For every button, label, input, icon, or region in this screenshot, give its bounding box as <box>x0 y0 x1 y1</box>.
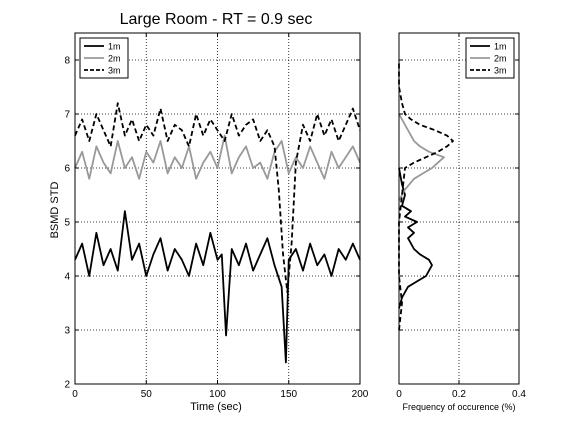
main-series-line-2m <box>74 134 361 180</box>
main-series-line-3m <box>74 102 361 294</box>
main-legend-label-3m: 3m <box>108 66 121 76</box>
main-x-tick-label-0: 0 <box>72 389 78 400</box>
side-series-line-1m <box>398 167 433 309</box>
side-x-axis-label: Frequency of occurence (%) <box>402 402 515 412</box>
side-x-tick-label-1: 0.2 <box>452 389 466 400</box>
y-axis-label: BSMD STD <box>49 182 61 239</box>
x-axis-label: Time (sec) <box>190 401 242 413</box>
side-series-line-2m <box>398 113 445 201</box>
side-legend-label-2m: 2m <box>494 54 507 64</box>
chart-title: Large Room - RT = 0.9 sec <box>120 11 313 28</box>
main-legend-label-1m: 1m <box>108 42 121 52</box>
side-x-tick-label-2: 0.4 <box>512 389 526 400</box>
main-y-tick-label-3: 5 <box>64 218 70 229</box>
side-plot-area <box>399 33 519 384</box>
side-legend-label-1m: 1m <box>494 42 507 52</box>
main-y-tick-label-6: 8 <box>64 56 70 67</box>
main-series-line-1m <box>74 210 361 364</box>
main-x-tick-label-4: 200 <box>352 389 369 400</box>
main-y-tick-label-2: 4 <box>64 272 70 283</box>
main-plot-area <box>75 33 360 384</box>
main-y-tick-label-0: 2 <box>64 380 70 391</box>
side-x-tick-label-0: 0 <box>396 389 402 400</box>
main-plot: 0 50 100 150 200 2 3 4 5 6 7 8 1m 2m 3m <box>64 32 369 400</box>
main-x-tick-label-3: 150 <box>280 389 297 400</box>
main-x-tick-label-1: 50 <box>141 389 153 400</box>
main-legend: 1m 2m 3m <box>79 37 129 79</box>
side-legend: 1m 2m 3m <box>465 37 515 79</box>
side-legend-label-3m: 3m <box>494 66 507 76</box>
main-x-tick-label-2: 100 <box>209 389 226 400</box>
side-plot: 0 0.2 0.4 1m 2m 3m <box>396 32 526 400</box>
main-y-tick-label-1: 3 <box>64 326 70 337</box>
main-y-tick-label-5: 7 <box>64 110 70 121</box>
main-legend-label-2m: 2m <box>108 54 121 64</box>
main-y-tick-label-4: 6 <box>64 164 70 175</box>
